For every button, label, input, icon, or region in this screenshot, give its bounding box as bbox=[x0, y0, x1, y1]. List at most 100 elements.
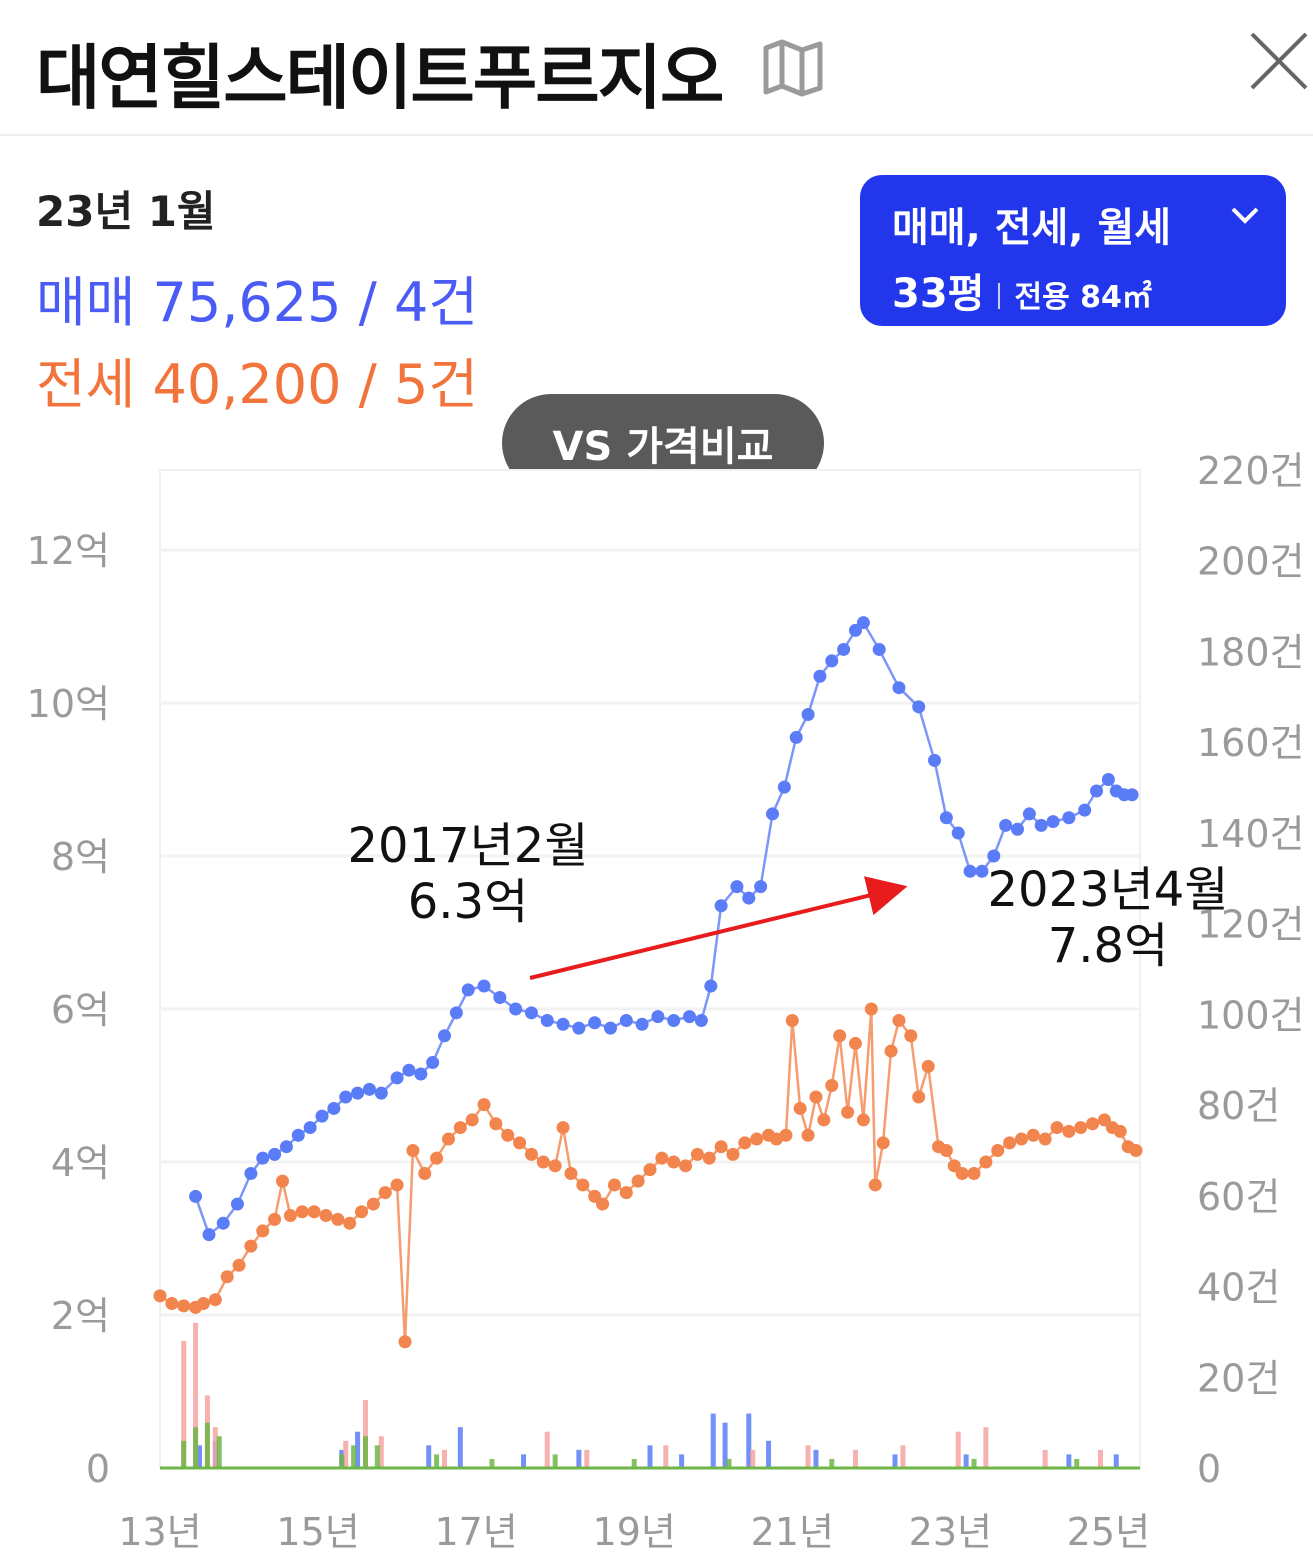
y-right-tick-label: 160건 bbox=[1197, 721, 1305, 765]
volume-bar bbox=[963, 1454, 969, 1468]
data-point bbox=[441, 1132, 455, 1146]
data-point bbox=[556, 1017, 570, 1031]
data-point bbox=[513, 1136, 527, 1150]
volume-bar bbox=[489, 1458, 495, 1468]
volume-bar bbox=[710, 1413, 716, 1468]
data-point bbox=[714, 899, 728, 913]
y-left-tick-label: 2억 bbox=[51, 1294, 110, 1338]
map-icon[interactable] bbox=[762, 38, 826, 98]
data-point bbox=[714, 1140, 728, 1154]
data-point bbox=[453, 1121, 467, 1135]
volume-bar bbox=[892, 1454, 898, 1468]
data-point bbox=[536, 1155, 550, 1169]
data-point bbox=[603, 1021, 617, 1035]
data-point bbox=[418, 1166, 432, 1180]
y-left-tick-label: 4억 bbox=[51, 1141, 110, 1185]
annotation-end-price: 7.8억 bbox=[1048, 918, 1169, 974]
y-right-tick-label: 140건 bbox=[1197, 812, 1305, 856]
data-point bbox=[378, 1186, 392, 1200]
data-point bbox=[303, 1121, 317, 1135]
data-point bbox=[232, 1258, 246, 1272]
data-point bbox=[987, 849, 1001, 863]
chevron-down-icon bbox=[1231, 207, 1259, 224]
deal-type-selector[interactable]: 매매, 전세, 월세 33평 전용 84㎡ bbox=[860, 175, 1286, 326]
y-right-tick-label: 220건 bbox=[1197, 449, 1305, 493]
volume-bar bbox=[647, 1445, 653, 1468]
volume-bar bbox=[216, 1436, 222, 1468]
data-point bbox=[177, 1299, 191, 1313]
data-point bbox=[742, 891, 756, 905]
y-left-tick-label: 10억 bbox=[27, 682, 110, 726]
volume-bar bbox=[457, 1427, 463, 1468]
volume-bar bbox=[181, 1340, 187, 1468]
annotation-end-date: 2023년4월 bbox=[987, 862, 1228, 918]
data-point bbox=[564, 1166, 578, 1180]
volume-bar bbox=[193, 1427, 199, 1468]
volume-bar bbox=[766, 1440, 772, 1468]
volume-bar bbox=[362, 1436, 368, 1468]
data-point bbox=[276, 1174, 289, 1188]
data-point bbox=[1034, 818, 1048, 832]
x-tick-label: 25년 bbox=[1067, 1510, 1150, 1554]
data-point bbox=[884, 1044, 898, 1058]
close-icon[interactable] bbox=[1246, 28, 1312, 94]
data-point bbox=[667, 1013, 681, 1027]
header-divider bbox=[0, 134, 1313, 136]
data-point bbox=[268, 1147, 282, 1161]
volume-bar bbox=[426, 1445, 432, 1468]
volume-bar bbox=[813, 1449, 819, 1468]
y-left-tick-label: 6억 bbox=[51, 988, 110, 1032]
x-tick-label: 17년 bbox=[434, 1510, 517, 1554]
data-point bbox=[331, 1212, 345, 1226]
volume-bar bbox=[181, 1440, 187, 1468]
data-point bbox=[651, 1010, 665, 1024]
data-point bbox=[548, 1159, 562, 1173]
size-area: 전용 84㎡ bbox=[1014, 280, 1152, 315]
data-point bbox=[738, 1136, 752, 1150]
data-point bbox=[196, 1297, 210, 1311]
volume-bar bbox=[434, 1454, 440, 1468]
data-point bbox=[268, 1212, 282, 1226]
data-point bbox=[319, 1209, 333, 1223]
data-point bbox=[1046, 815, 1060, 829]
y-left-tick-label: 8억 bbox=[51, 835, 110, 879]
data-point bbox=[833, 1029, 847, 1043]
data-point bbox=[619, 1186, 633, 1200]
data-point bbox=[726, 1147, 740, 1161]
data-point bbox=[777, 780, 791, 794]
data-point bbox=[667, 1155, 681, 1169]
volume-bar bbox=[544, 1431, 550, 1468]
data-point bbox=[374, 1086, 388, 1100]
data-point bbox=[220, 1270, 234, 1284]
data-point bbox=[690, 1147, 704, 1161]
data-point bbox=[1014, 1132, 1028, 1146]
data-point bbox=[339, 1090, 353, 1104]
data-point bbox=[362, 1082, 376, 1096]
data-point bbox=[477, 979, 491, 993]
data-point bbox=[856, 1113, 870, 1127]
data-point bbox=[1090, 784, 1104, 798]
data-point bbox=[509, 1002, 523, 1016]
volume-bar bbox=[722, 1422, 728, 1468]
y-right-tick-label: 100건 bbox=[1197, 993, 1305, 1037]
volume-bar bbox=[378, 1436, 384, 1468]
volume-bar bbox=[212, 1427, 218, 1468]
data-point bbox=[785, 1013, 799, 1027]
volume-bar bbox=[552, 1454, 558, 1468]
data-point bbox=[643, 1163, 657, 1177]
data-point bbox=[702, 1151, 716, 1165]
size-row: 33평 전용 84㎡ bbox=[892, 261, 1152, 319]
volume-bar bbox=[351, 1445, 357, 1468]
data-point bbox=[655, 1151, 669, 1165]
size-separator bbox=[998, 283, 1001, 309]
data-point bbox=[955, 1166, 969, 1180]
data-point bbox=[979, 1155, 993, 1169]
data-point bbox=[868, 1178, 882, 1192]
data-point bbox=[189, 1189, 203, 1203]
data-point bbox=[1125, 788, 1139, 802]
data-point bbox=[766, 807, 779, 821]
data-point bbox=[848, 1036, 862, 1050]
data-point bbox=[576, 1178, 590, 1192]
data-point bbox=[572, 1021, 586, 1035]
